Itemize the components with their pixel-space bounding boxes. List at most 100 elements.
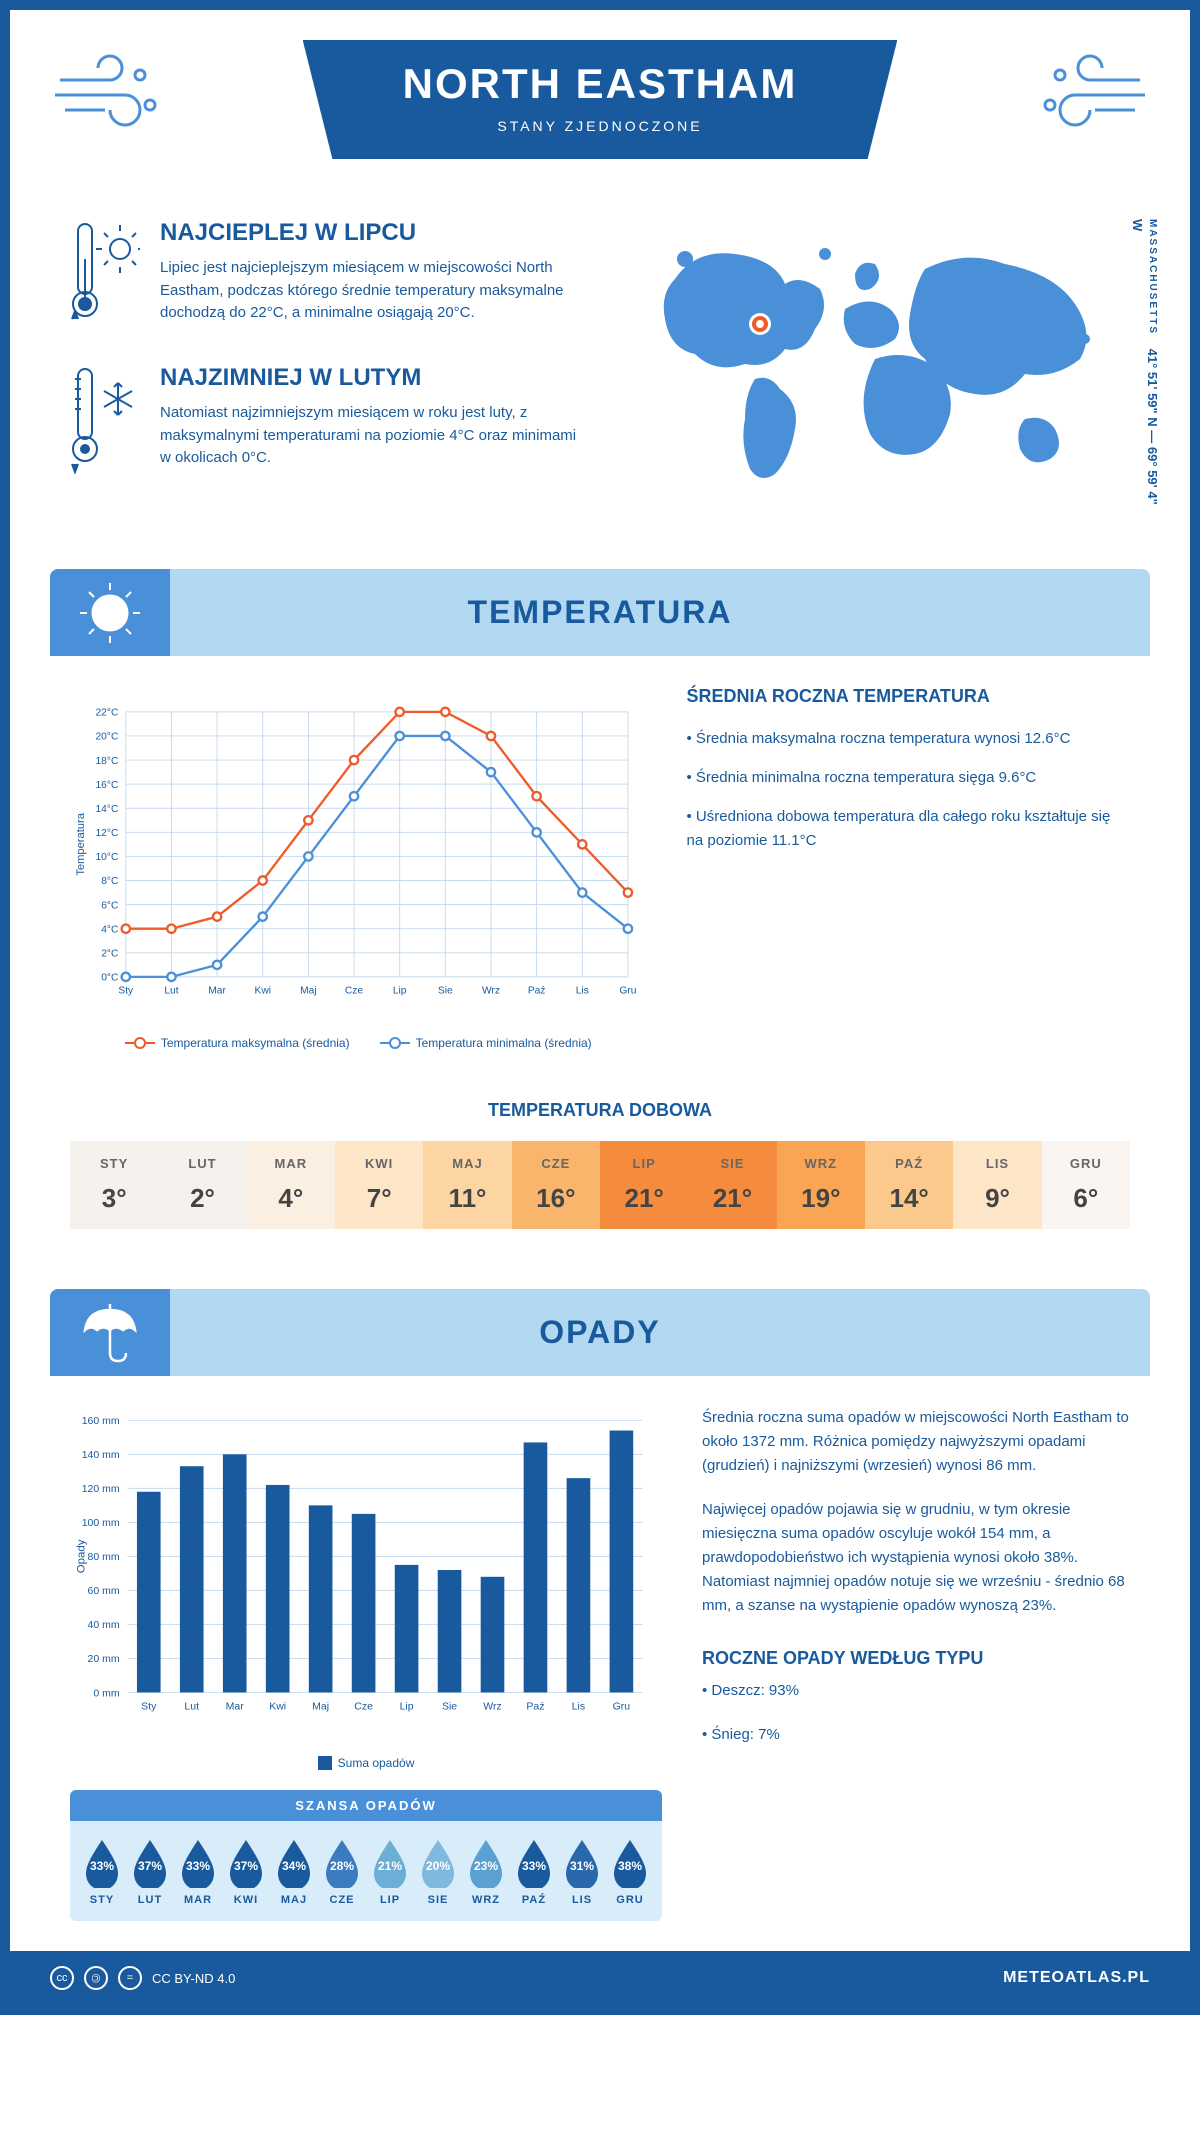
svg-text:2°C: 2°C — [101, 949, 118, 960]
world-map: MASSACHUSETTS 41° 51' 59" N — 69° 59' 4"… — [620, 219, 1130, 509]
svg-text:6°C: 6°C — [101, 900, 118, 911]
daily-temp-cell: LIP21° — [600, 1141, 688, 1229]
title-banner: NORTH EASTHAM STANY ZJEDNOCZONE — [303, 40, 898, 159]
svg-text:Opady: Opady — [75, 1539, 87, 1573]
svg-text:Wrz: Wrz — [482, 986, 500, 997]
cc-icon: cc — [50, 1966, 74, 1990]
rain-chance-cell: 31%LIS — [560, 1836, 604, 1906]
rain-chance-cell: 38%GRU — [608, 1836, 652, 1906]
avg-temp-title: ŚREDNIA ROCZNA TEMPERATURA — [687, 686, 1130, 707]
sun-icon — [50, 569, 170, 656]
daily-temperature: TEMPERATURA DOBOWA STY3°LUT2°MAR4°KWI7°M… — [10, 1080, 1190, 1269]
svg-text:Lis: Lis — [576, 986, 589, 997]
daily-temp-cell: LUT2° — [158, 1141, 246, 1229]
by-icon: 🄯 — [84, 1966, 108, 1990]
section-title: OPADY — [75, 1314, 1125, 1351]
svg-text:120 mm: 120 mm — [82, 1483, 120, 1495]
svg-text:Lut: Lut — [164, 986, 178, 997]
daily-temp-cell: PAŹ14° — [865, 1141, 953, 1229]
warmest-text: Lipiec jest najcieplejszym miesiącem w m… — [160, 257, 580, 325]
svg-text:0 mm: 0 mm — [93, 1687, 120, 1699]
rain-chance-title: SZANSA OPADÓW — [70, 1790, 662, 1821]
info-bullet: • Średnia maksymalna roczna temperatura … — [687, 727, 1130, 751]
info-bullet: • Średnia minimalna roczna temperatura s… — [687, 766, 1130, 790]
svg-text:Sie: Sie — [438, 986, 453, 997]
rain-chance-panel: SZANSA OPADÓW 33%STY37%LUT33%MAR37%KWI34… — [70, 1790, 662, 1921]
svg-text:18°C: 18°C — [96, 756, 119, 767]
page-subtitle: STANY ZJEDNOCZONE — [403, 118, 798, 134]
daily-temp-cell: LIS9° — [953, 1141, 1041, 1229]
svg-text:Sty: Sty — [118, 986, 134, 997]
svg-text:20 mm: 20 mm — [88, 1653, 120, 1665]
svg-text:Kwi: Kwi — [255, 986, 271, 997]
svg-text:Lip: Lip — [393, 986, 407, 997]
page-title: NORTH EASTHAM — [403, 60, 798, 108]
svg-text:8°C: 8°C — [101, 876, 118, 887]
svg-text:Sty: Sty — [141, 1701, 157, 1713]
chart-legend: Temperatura maksymalna (średnia)Temperat… — [70, 1036, 647, 1050]
daily-temp-cell: KWI7° — [335, 1141, 423, 1229]
info-bullet: • Śnieg: 7% — [702, 1723, 1130, 1747]
info-bullet: • Deszcz: 93% — [702, 1679, 1130, 1703]
daily-temp-cell: STY3° — [70, 1141, 158, 1229]
precip-text-1: Średnia roczna suma opadów w miejscowośc… — [702, 1406, 1130, 1478]
svg-text:Mar: Mar — [226, 1701, 245, 1713]
svg-text:Mar: Mar — [208, 986, 226, 997]
precip-type-title: ROCZNE OPADY WEDŁUG TYPU — [702, 1648, 1130, 1669]
footer: cc 🄯 = CC BY-ND 4.0 METEOATLAS.PL — [10, 1951, 1190, 2005]
daily-temp-cell: MAR4° — [247, 1141, 335, 1229]
nd-icon: = — [118, 1966, 142, 1990]
svg-text:Cze: Cze — [354, 1701, 373, 1713]
svg-text:80 mm: 80 mm — [88, 1551, 120, 1563]
license-text: CC BY-ND 4.0 — [152, 1971, 235, 1986]
coldest-text: Natomiast najzimniejszym miesiącem w rok… — [160, 402, 580, 470]
thermometer-sun-icon — [70, 219, 140, 334]
chart-legend: Suma opadów — [70, 1756, 662, 1770]
info-bullet: • Uśredniona dobowa temperatura dla całe… — [687, 805, 1130, 853]
rain-chance-cell: 23%WRZ — [464, 1836, 508, 1906]
daily-temp-cell: WRZ19° — [777, 1141, 865, 1229]
coordinates: MASSACHUSETTS 41° 51' 59" N — 69° 59' 4"… — [1130, 219, 1160, 509]
svg-text:22°C: 22°C — [96, 708, 119, 719]
svg-text:Lut: Lut — [184, 1701, 199, 1713]
site-name: METEOATLAS.PL — [1003, 1969, 1150, 1987]
svg-text:Paź: Paź — [528, 986, 546, 997]
rain-chance-cell: 37%KWI — [224, 1836, 268, 1906]
svg-text:Lip: Lip — [400, 1701, 414, 1713]
daily-temp-cell: GRU6° — [1042, 1141, 1130, 1229]
svg-text:Gru: Gru — [613, 1701, 631, 1713]
svg-text:12°C: 12°C — [96, 828, 119, 839]
wind-icon — [1030, 50, 1150, 135]
svg-text:0°C: 0°C — [101, 973, 118, 984]
svg-text:Lis: Lis — [572, 1701, 585, 1713]
svg-text:140 mm: 140 mm — [82, 1449, 120, 1461]
svg-text:20°C: 20°C — [96, 732, 119, 743]
svg-text:4°C: 4°C — [101, 924, 118, 935]
rain-chance-cell: 20%SIE — [416, 1836, 460, 1906]
rain-chance-cell: 33%MAR — [176, 1836, 220, 1906]
daily-temp-cell: CZE16° — [512, 1141, 600, 1229]
precip-text-2: Najwięcej opadów pojawia się w grudniu, … — [702, 1498, 1130, 1618]
coldest-title: NAJZIMNIEJ W LUTYM — [160, 364, 580, 392]
precipitation-section: 0 mm20 mm40 mm60 mm80 mm100 mm120 mm140 … — [10, 1376, 1190, 1951]
rain-chance-cell: 37%LUT — [128, 1836, 172, 1906]
rain-chance-cell: 34%MAJ — [272, 1836, 316, 1906]
temperature-line-chart: 0°C2°C4°C6°C8°C10°C12°C14°C16°C18°C20°C2… — [70, 686, 647, 1026]
daily-temp-cell: MAJ11° — [423, 1141, 511, 1229]
warmest-block: NAJCIEPLEJ W LIPCU Lipiec jest najcieple… — [70, 219, 580, 334]
rain-chance-cell: 21%LIP — [368, 1836, 412, 1906]
daily-temp-title: TEMPERATURA DOBOWA — [70, 1100, 1130, 1121]
svg-text:Kwi: Kwi — [269, 1701, 286, 1713]
svg-text:60 mm: 60 mm — [88, 1585, 120, 1597]
svg-text:16°C: 16°C — [96, 780, 119, 791]
rain-chance-cell: 33%PAŹ — [512, 1836, 556, 1906]
svg-text:Gru: Gru — [619, 986, 636, 997]
temperature-section: 0°C2°C4°C6°C8°C10°C12°C14°C16°C18°C20°C2… — [10, 656, 1190, 1080]
svg-text:160 mm: 160 mm — [82, 1415, 120, 1427]
daily-temp-cell: SIE21° — [688, 1141, 776, 1229]
svg-text:100 mm: 100 mm — [82, 1517, 120, 1529]
svg-text:Temperatura: Temperatura — [75, 812, 87, 875]
temperature-header: TEMPERATURA — [50, 569, 1150, 656]
svg-text:Wrz: Wrz — [483, 1701, 501, 1713]
svg-text:Cze: Cze — [345, 986, 363, 997]
